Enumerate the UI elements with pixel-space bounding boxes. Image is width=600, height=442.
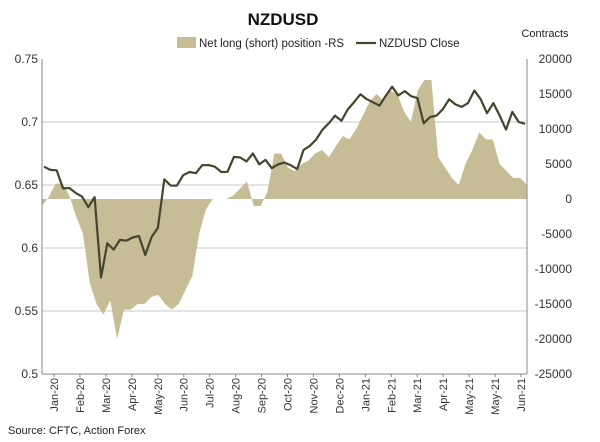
x-tick-label: Jan-20 bbox=[49, 378, 61, 412]
x-tick-label: Apr-20 bbox=[127, 378, 139, 411]
right-tick-label: -20000 bbox=[535, 332, 573, 346]
right-tick-label: -10000 bbox=[535, 262, 573, 276]
x-tick-label: Oct-20 bbox=[283, 378, 295, 411]
right-tick-label: -5000 bbox=[541, 227, 572, 241]
right-tick-label: 5000 bbox=[545, 157, 572, 171]
left-tick-label: 0.7 bbox=[21, 115, 38, 129]
right-tick-label: -25000 bbox=[535, 367, 573, 381]
right-axis-label: Contracts bbox=[521, 28, 569, 40]
x-tick-label: Dec-20 bbox=[334, 378, 346, 413]
x-tick-label: May-20 bbox=[153, 378, 165, 415]
x-tick-label: Jan-21 bbox=[360, 378, 372, 412]
left-tick-label: 0.6 bbox=[21, 241, 38, 255]
right-axis-ticks: 20000 15000 10000 5000 0 -5000 -10000 -15000 -20… bbox=[535, 52, 573, 381]
x-tick-label: Sep-20 bbox=[257, 378, 269, 413]
left-tick-label: 0.65 bbox=[15, 178, 39, 192]
x-tick-label: Mar-21 bbox=[412, 378, 424, 413]
net-position-series bbox=[42, 80, 527, 339]
left-tick-label: 0.5 bbox=[21, 367, 38, 381]
x-tick-label: May-21 bbox=[490, 378, 502, 415]
axes bbox=[41, 59, 528, 375]
x-tick-label: May-21 bbox=[464, 378, 476, 415]
right-tick-label: 10000 bbox=[539, 122, 573, 136]
nzdusd-close-series bbox=[43, 85, 526, 279]
right-tick-label: 15000 bbox=[539, 87, 573, 101]
x-tick-label: Aug-20 bbox=[231, 378, 243, 413]
x-tick-label: Jul-20 bbox=[205, 378, 217, 408]
chart-title: NZDUSD bbox=[248, 10, 319, 29]
x-tick-label: Jun-21 bbox=[516, 378, 528, 412]
x-tick-label: Feb-21 bbox=[386, 378, 398, 413]
net-position-area bbox=[42, 80, 527, 339]
legend-label-nzdusd-close: NZDUSD Close bbox=[379, 38, 460, 50]
right-tick-label: -15000 bbox=[535, 297, 573, 311]
x-axis-ticks: Jan-20 Feb-20 Mar-20 Apr-20 May-20 Jun-20 Jul-… bbox=[49, 374, 528, 415]
x-tick-label: Feb-20 bbox=[75, 378, 87, 413]
left-tick-label: 0.55 bbox=[15, 304, 39, 318]
x-tick-label: Mar-20 bbox=[101, 378, 113, 413]
left-tick-label: 0.75 bbox=[15, 52, 39, 66]
x-tick-label: Apr-21 bbox=[438, 378, 450, 411]
right-tick-label: 0 bbox=[565, 192, 572, 206]
legend-swatch-net-position bbox=[177, 37, 196, 48]
source-note: Source: CFTC, Action Forex bbox=[8, 425, 146, 437]
x-tick-label: Jun-20 bbox=[179, 378, 191, 412]
right-tick-label: 20000 bbox=[539, 52, 573, 66]
x-tick-label: Nov-20 bbox=[308, 378, 320, 413]
legend-label-net-position: Net long (short) position -RS bbox=[199, 38, 344, 50]
left-axis-ticks: 0.75 0.7 0.65 0.6 0.55 0.5 bbox=[15, 52, 39, 381]
nzdusd-close-line bbox=[43, 85, 526, 279]
